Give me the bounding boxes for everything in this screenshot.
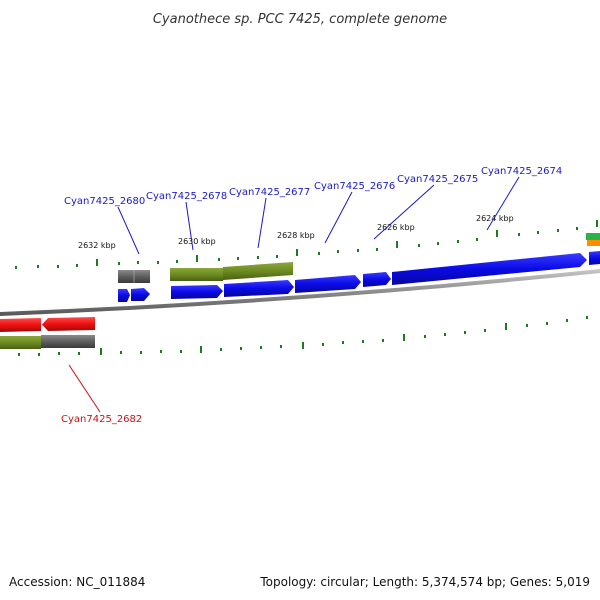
gene-labels: Cyan7425_2680 Cyan7425_2678 Cyan7425_267… bbox=[61, 166, 562, 425]
gene-label[interactable]: Cyan7425_2680 bbox=[64, 196, 145, 207]
cds-arrow-reverse[interactable] bbox=[42, 317, 95, 331]
scale-label: 2632 kbp bbox=[78, 241, 116, 250]
gene-label[interactable]: Cyan7425_2677 bbox=[229, 187, 310, 198]
gene-feature[interactable] bbox=[41, 335, 95, 348]
scale-label: 2628 kbp bbox=[277, 231, 315, 240]
cds-arrow[interactable] bbox=[363, 272, 391, 287]
map-title: Cyanothece sp. PCC 7425, complete genome bbox=[153, 12, 447, 27]
accession-text: Accession: NC_011884 bbox=[9, 575, 145, 589]
gene-feature[interactable] bbox=[170, 268, 223, 281]
scale-labels: 2632 kbp 2630 kbp 2628 kbp 2626 kbp 2624… bbox=[78, 214, 514, 250]
label-leaders bbox=[68, 176, 520, 413]
reverse-gene-track bbox=[0, 335, 95, 349]
scale-label: 2624 kbp bbox=[476, 214, 514, 223]
gene-label[interactable]: Cyan7425_2682 bbox=[61, 414, 142, 425]
gene-feature-edge-orange[interactable] bbox=[587, 240, 600, 246]
inner-tick-row bbox=[18, 316, 588, 356]
cds-arrow[interactable] bbox=[295, 275, 361, 293]
gene-feature[interactable] bbox=[0, 336, 41, 349]
cds-arrow[interactable] bbox=[392, 253, 587, 285]
cds-arrow[interactable] bbox=[131, 288, 150, 301]
genome-summary-text: Topology: circular; Length: 5,374,574 bp… bbox=[259, 575, 590, 589]
gene-label[interactable]: Cyan7425_2676 bbox=[314, 181, 395, 192]
cds-arrow[interactable] bbox=[171, 285, 223, 299]
cds-arrow[interactable] bbox=[118, 289, 130, 302]
gene-label[interactable]: Cyan7425_2674 bbox=[481, 166, 562, 177]
forward-cds-track bbox=[118, 251, 600, 302]
gene-label[interactable]: Cyan7425_2675 bbox=[397, 174, 478, 185]
cds-arrow[interactable] bbox=[589, 251, 600, 265]
forward-gene-track bbox=[118, 262, 293, 283]
gene-feature[interactable] bbox=[223, 262, 293, 280]
scale-label: 2626 kbp bbox=[377, 223, 415, 232]
cds-arrow[interactable] bbox=[224, 280, 294, 297]
outer-tick-row bbox=[15, 220, 598, 269]
gene-feature-edge-green[interactable] bbox=[586, 233, 600, 240]
genome-backbone bbox=[0, 269, 600, 316]
scale-label: 2630 kbp bbox=[178, 237, 216, 246]
gene-label[interactable]: Cyan7425_2678 bbox=[146, 191, 227, 202]
cds-arrow-reverse[interactable] bbox=[0, 318, 41, 332]
reverse-cds-track bbox=[0, 317, 95, 332]
